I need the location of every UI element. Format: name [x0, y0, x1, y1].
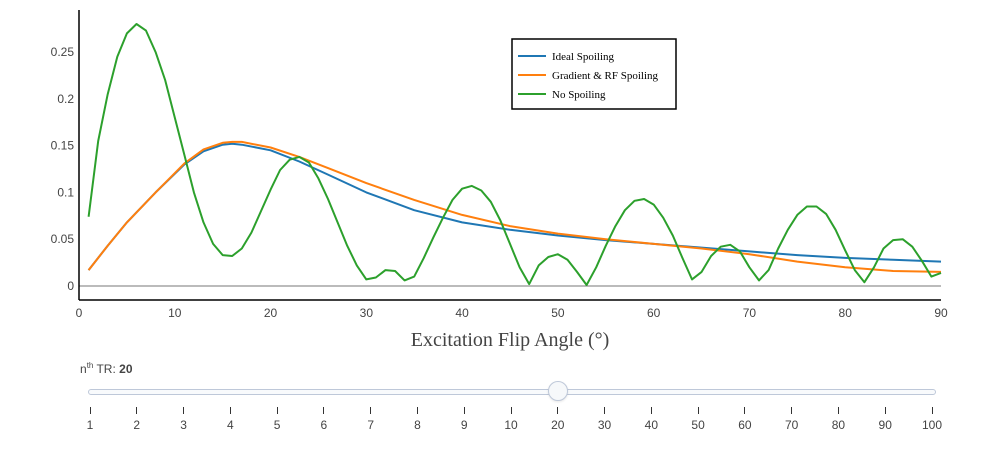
slider-step-label: 90: [878, 418, 892, 432]
slider-step[interactable]: 10: [496, 407, 526, 432]
slider-step-label: 30: [597, 418, 612, 432]
x-tick-label: 20: [264, 306, 278, 320]
slider-step[interactable]: 7: [356, 407, 386, 432]
slider-step[interactable]: 90: [870, 407, 900, 432]
slider-step[interactable]: 8: [402, 407, 432, 432]
slider-step[interactable]: 5: [262, 407, 292, 432]
slider-step-tick: [183, 407, 185, 414]
slider-step-label: 1: [86, 418, 94, 432]
slider-label-sup: th: [86, 361, 94, 370]
x-tick-label: 90: [934, 306, 948, 320]
slider-step-label: 3: [180, 418, 187, 432]
slider-step-tick: [837, 407, 839, 414]
y-tick-label: 0.05: [51, 232, 75, 246]
slider-step-tick: [884, 407, 886, 414]
y-tick-label: 0.2: [57, 92, 74, 106]
slider-step-label: 2: [133, 418, 141, 432]
legend-entry: No Spoiling: [552, 89, 606, 101]
series-line-no-spoiling: [87, 23, 942, 286]
slider-step-tick: [650, 407, 652, 414]
slider-step-label: 80: [831, 418, 846, 432]
slider-step-tick: [89, 407, 91, 414]
slider-label: nth TR: 20: [80, 361, 133, 376]
slider-step[interactable]: 60: [730, 407, 760, 432]
slider-step[interactable]: 2: [122, 407, 152, 432]
x-tick-label: 70: [743, 306, 757, 320]
slider-step[interactable]: 9: [449, 407, 479, 432]
x-axis-title: Excitation Flip Angle (°): [411, 329, 610, 351]
slider-step-tick: [463, 407, 465, 414]
slider-step-tick: [510, 407, 512, 414]
slider-step-label: 100: [921, 418, 943, 432]
slider-step-label: 70: [784, 418, 799, 432]
y-tick-label: 0.1: [57, 185, 74, 199]
slider-step-label: 9: [460, 418, 468, 432]
series-line-gradient-rf-spoiling: [87, 140, 942, 273]
slider-step-label: 8: [414, 418, 421, 432]
y-tick-label: 0.15: [51, 139, 75, 153]
x-tick-label: 40: [455, 306, 469, 320]
slider-step-tick: [791, 407, 793, 414]
slider-step-label: 10: [504, 418, 518, 432]
slider-step[interactable]: 40: [636, 407, 666, 432]
slider-step[interactable]: 100: [917, 407, 947, 432]
x-tick-label: 10: [168, 306, 182, 320]
slider-step[interactable]: 6: [309, 407, 339, 432]
slider-step-tick: [276, 407, 278, 414]
legend-entry: Gradient & RF Spoiling: [552, 70, 659, 82]
slider-step-label: 60: [738, 418, 752, 432]
slider-rail[interactable]: [88, 389, 936, 395]
slider-step-tick: [136, 407, 138, 414]
x-tick-label: 50: [551, 306, 565, 320]
slider-step-label: 20: [551, 418, 565, 432]
legend: Ideal Spoiling Gradient & RF Spoiling No S…: [511, 38, 677, 110]
slider-step-tick: [744, 407, 746, 414]
slider-step-label: 7: [367, 418, 374, 432]
slider-label-suffix: TR:: [93, 362, 120, 376]
slider-step[interactable]: 80: [823, 407, 853, 432]
slider-step-tick: [370, 407, 372, 414]
tr-slider: nth TR: 20 1 2 3 4 5 6 7 8 9 10 20 30 40 50 60 70 80 90 10…: [0, 355, 982, 450]
slider-step-label: 4: [226, 418, 234, 432]
slider-step[interactable]: 70: [777, 407, 807, 432]
x-axis-ticks: 0 10 20 30 40 50 60 70 80 90: [76, 306, 948, 320]
slider-step-label: 6: [320, 418, 328, 432]
slider-step[interactable]: 1: [75, 407, 105, 432]
y-axis-ticks: 0 0.05 0.1 0.15 0.2 0.25: [51, 45, 75, 293]
slider-label-prefix: n: [80, 362, 87, 376]
slider-step-tick: [557, 407, 559, 414]
slider-step[interactable]: 20: [543, 407, 573, 432]
x-tick-label: 0: [76, 306, 83, 320]
slider-step-tick: [323, 407, 325, 414]
x-tick-label: 30: [360, 306, 374, 320]
slider-step-tick: [697, 407, 699, 414]
slider-step-tick: [229, 407, 231, 414]
slider-handle[interactable]: [547, 381, 568, 401]
slider-step-label: 40: [644, 418, 658, 432]
slider-step-label: 50: [691, 418, 705, 432]
slider-step-label: 5: [273, 418, 281, 432]
series-lines: [87, 23, 942, 286]
flip-angle-chart: 00.050.10.150.20.25 0 10 20 30 40 50 60 70 80 90 …: [51, 10, 948, 351]
slider-step[interactable]: 3: [169, 407, 199, 432]
y-tick-label: 0: [67, 279, 74, 293]
x-tick-label: 80: [839, 306, 853, 320]
slider-step[interactable]: 50: [683, 407, 713, 432]
slider-step[interactable]: 30: [590, 407, 620, 432]
slider-current-value: 20: [119, 362, 133, 376]
slider-step[interactable]: 4: [215, 407, 245, 432]
legend-entry: Ideal Spoiling: [552, 51, 615, 63]
slider-step-tick: [604, 407, 606, 414]
slider-step-tick: [931, 407, 933, 414]
slider-step-tick: [416, 407, 418, 414]
y-tick-label: 0.25: [51, 45, 75, 59]
x-tick-label: 60: [647, 306, 661, 320]
